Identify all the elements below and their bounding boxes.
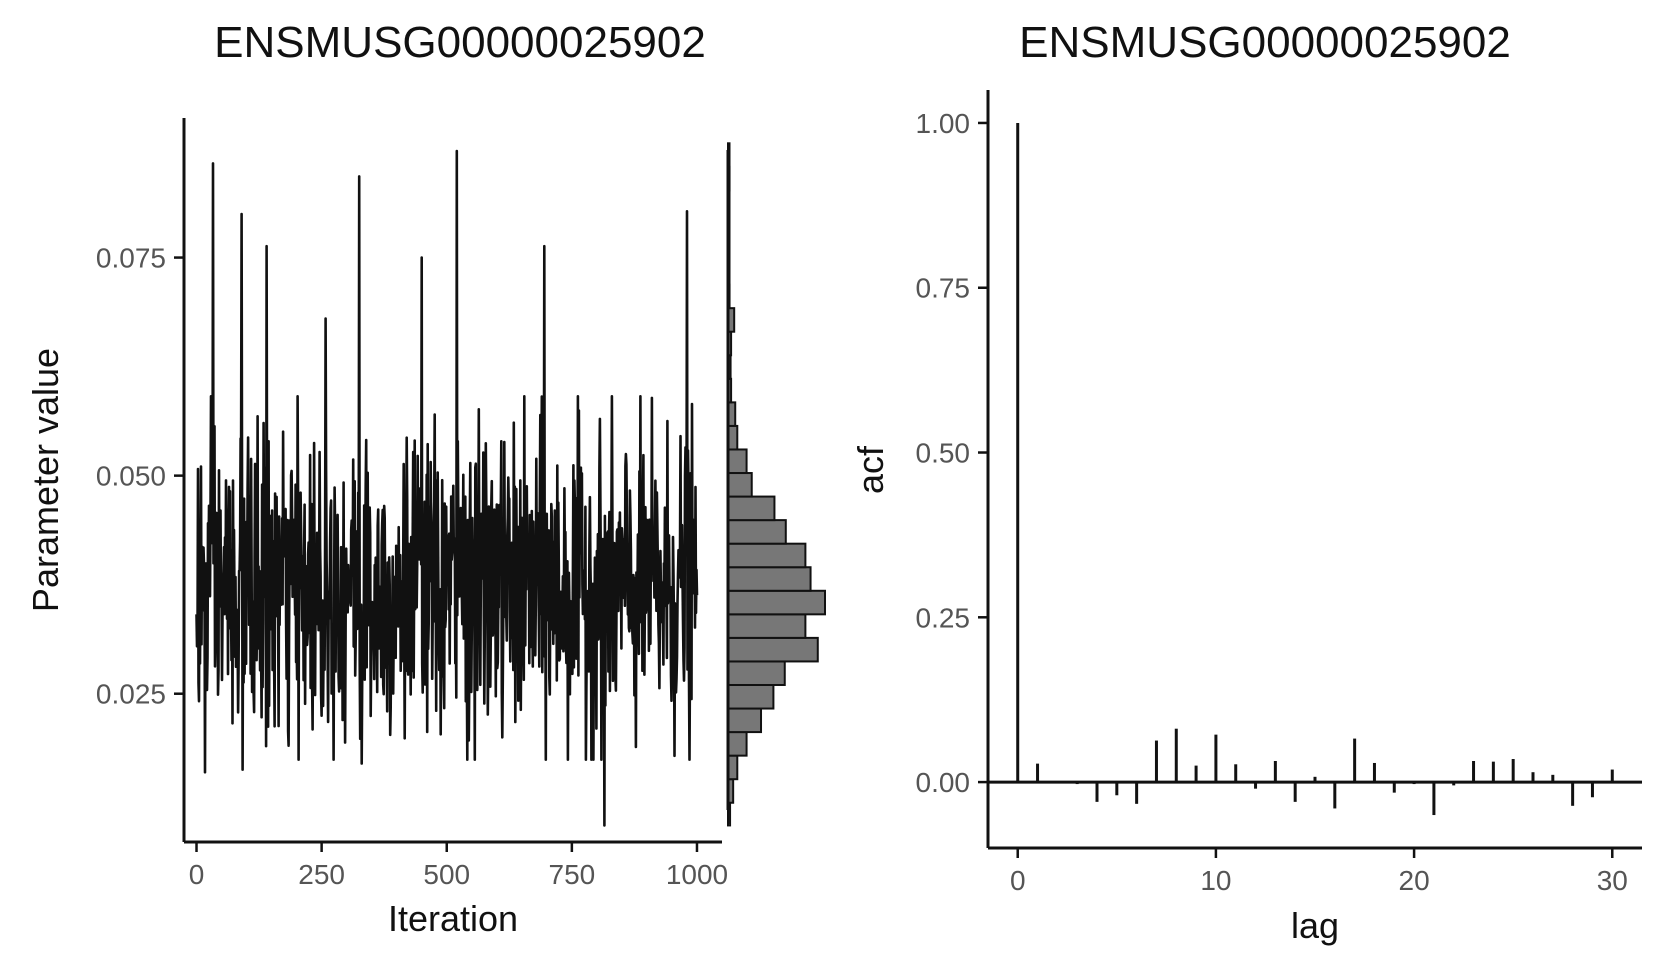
acf-title: ENSMUSG00000025902	[1019, 18, 1511, 67]
acf-y-axis-title: acf	[850, 445, 891, 494]
histogram-bar-3	[727, 731, 748, 757]
trace-panel: ENSMUSG00000025902 0 250 500 750 1000 0.…	[25, 18, 826, 939]
trace-x-ticks: 0 250 500 750 1000	[189, 842, 728, 890]
acf-x-axis-title: lag	[1291, 905, 1339, 946]
acf-bars	[1016, 122, 1614, 816]
histogram-bar-10	[727, 566, 812, 592]
acf-x-tick-label-30: 30	[1597, 865, 1628, 896]
histogram-bar-8	[727, 613, 807, 639]
acf-y-tick-label-1.00: 1.00	[916, 108, 971, 139]
trace-x-tick-label-1000: 1000	[666, 859, 728, 890]
trace-x-tick-label-0: 0	[189, 859, 205, 890]
acf-x-tick-label-10: 10	[1200, 865, 1231, 896]
acf-y-tick-label-0.00: 0.00	[916, 767, 971, 798]
trace-line	[195, 149, 699, 827]
trace-x-tick-label-250: 250	[298, 859, 345, 890]
histogram-bar-12	[727, 519, 787, 545]
acf-x-tick-label-0: 0	[1010, 865, 1026, 896]
acf-y-ticks: 0.00 0.25 0.50 0.75 1.00	[916, 108, 988, 798]
trace-plot-area	[195, 149, 699, 827]
trace-x-tick-label-750: 750	[549, 859, 596, 890]
trace-y-tick-label-0.075: 0.075	[96, 243, 166, 274]
trace-x-tick-label-500: 500	[423, 859, 470, 890]
histogram-bar-7	[727, 636, 819, 663]
acf-y-tick-label-0.75: 0.75	[916, 273, 971, 304]
trace-y-tick-label-0.025: 0.025	[96, 679, 166, 710]
trace-x-axis-title: Iteration	[388, 898, 518, 939]
trace-y-tick-label-0.050: 0.050	[96, 461, 166, 492]
histogram-bar-5	[727, 683, 775, 710]
trace-y-axis-title: Parameter value	[25, 348, 66, 612]
histogram-bar-11	[727, 542, 807, 569]
acf-y-tick-label-0.25: 0.25	[916, 602, 971, 633]
histogram-bar-4	[727, 707, 763, 734]
histogram-bar-13	[727, 495, 776, 522]
histogram-bar-14	[727, 472, 753, 498]
acf-panel: ENSMUSG00000025902 0 10 20 30 0.00 0.25 …	[850, 18, 1642, 946]
acf-x-tick-label-20: 20	[1399, 865, 1430, 896]
trace-y-ticks: 0.025 0.050 0.075	[96, 243, 184, 710]
trace-histogram	[727, 142, 826, 827]
histogram-bar-9	[727, 589, 826, 616]
acf-y-tick-label-0.50: 0.50	[916, 438, 971, 469]
histogram-bar-6	[727, 660, 786, 686]
acf-x-ticks: 0 10 20 30	[1010, 848, 1628, 896]
trace-title: ENSMUSG00000025902	[214, 18, 706, 67]
histogram-bar-15	[727, 448, 748, 475]
